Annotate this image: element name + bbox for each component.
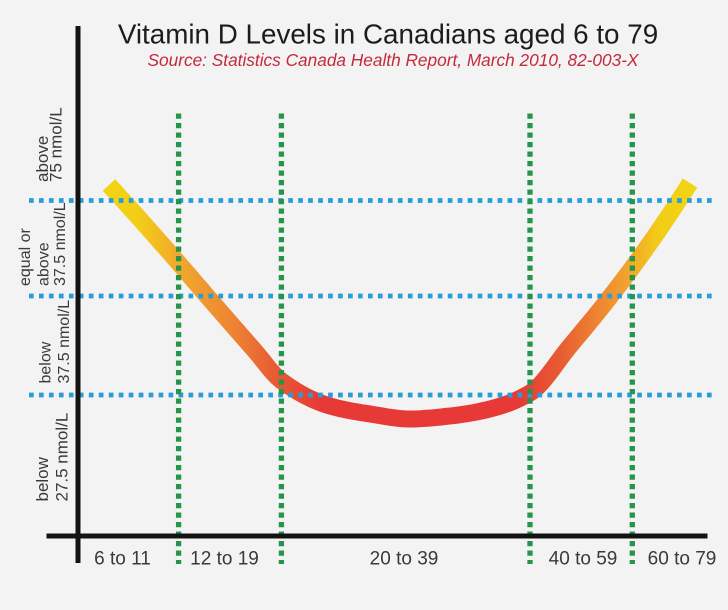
svg-text:Source: Statistics Canada Heal: Source: Statistics Canada Health Report,… [148,50,640,70]
svg-text:75 nmol/L: 75 nmol/L [47,107,66,182]
svg-text:37.5 nmol/L: 37.5 nmol/L [52,202,69,286]
svg-text:above: above [36,242,53,286]
svg-text:Vitamin D Levels in Canadians: Vitamin D Levels in Canadians aged 6 to … [118,19,658,50]
svg-text:20 to 39: 20 to 39 [370,549,439,570]
svg-text:40 to 59: 40 to 59 [549,549,618,570]
svg-text:6 to 11: 6 to 11 [94,549,151,570]
svg-text:37.5 nmol/L: 37.5 nmol/L [56,300,73,384]
svg-text:60 to 79: 60 to 79 [648,549,717,570]
svg-text:below: below [33,456,52,501]
svg-text:above: above [33,136,52,182]
svg-text:below: below [38,341,55,383]
svg-text:equal or: equal or [17,228,34,286]
svg-text:12 to 19: 12 to 19 [190,549,259,570]
svg-text:27.5 nmol/L: 27.5 nmol/L [53,413,72,502]
